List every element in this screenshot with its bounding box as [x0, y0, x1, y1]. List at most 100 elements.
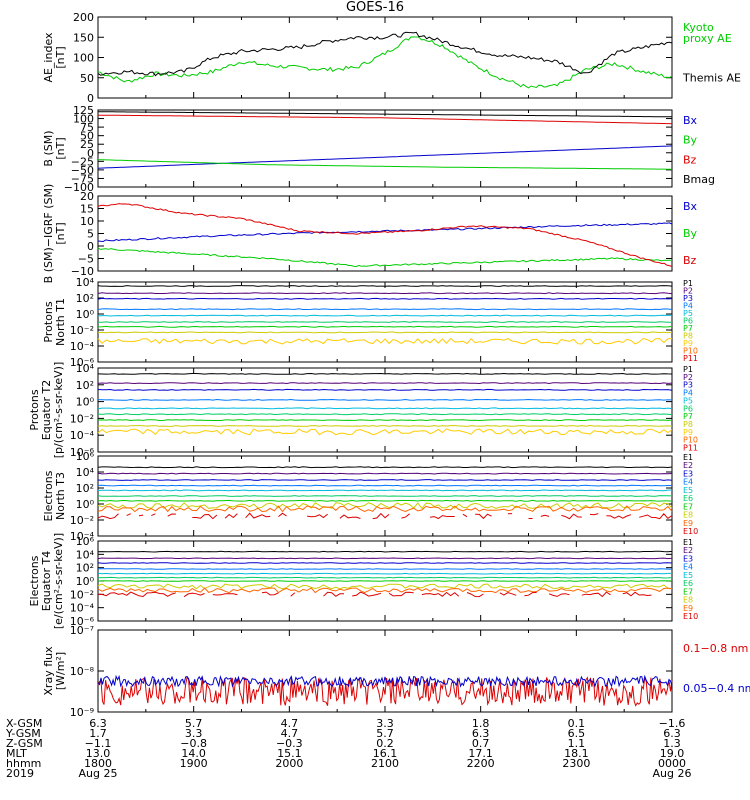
y-axis-label: [nT] [54, 137, 67, 159]
y-tick-label: −5 [78, 253, 94, 266]
ephemeris-row-label: X-GSM [6, 717, 42, 730]
ephemeris-value: 0000 [658, 757, 686, 770]
legend-entry: P3 [683, 381, 693, 390]
y-tick-label: 50 [80, 130, 94, 143]
panel-frame [97, 16, 673, 99]
ephemeris-value: −0.8 [180, 737, 207, 750]
series-line [97, 337, 673, 345]
ephemeris-value: 1.3 [663, 737, 681, 750]
y-tick-label: 10⁰ [76, 396, 95, 409]
series-line [97, 489, 673, 492]
y-tick-label: 10⁻⁴ [70, 429, 95, 442]
legend-entry: Bmag [683, 173, 715, 186]
legend-entry: P2 [683, 286, 693, 295]
series-line [97, 587, 673, 594]
series-line [97, 285, 673, 287]
series-line [97, 580, 673, 582]
y-tick-label: 125 [73, 104, 94, 117]
legend-entry: Bz [683, 254, 697, 267]
legend-entry: Bx [683, 200, 698, 213]
legend-entry: P9 [683, 339, 693, 348]
legend-entry: P10 [683, 346, 698, 355]
y-tick-label: −100 [64, 181, 94, 194]
y-tick-label: −75 [71, 172, 94, 185]
y-tick-label: 10⁻⁸ [70, 665, 95, 678]
legend-entry: P11 [683, 444, 698, 453]
series-line [97, 484, 672, 487]
panel-frame [97, 629, 673, 713]
y-tick-label: 10⁻⁹ [70, 706, 94, 719]
ephemeris-value: 15.1 [277, 747, 302, 760]
legend-entry: E2 [683, 546, 693, 555]
y-tick-label: 100 [73, 52, 94, 65]
y-tick-label: 10⁰ [76, 308, 95, 321]
ephemeris-value: 6.3 [89, 717, 107, 730]
y-axis-label: Protons [28, 389, 41, 430]
y-tick-label: 0 [87, 240, 94, 253]
series-line [97, 674, 673, 688]
series-line [97, 479, 673, 481]
series-line [97, 382, 673, 385]
y-tick-label: 10⁻⁶ [70, 446, 95, 459]
ephemeris-value: 5.7 [376, 727, 394, 740]
ephemeris-value: Aug 26 [653, 767, 692, 780]
series-line [97, 308, 673, 311]
ephemeris-value: −1.1 [85, 737, 112, 750]
ephemeris-value: 14.0 [181, 747, 206, 760]
legend-entry: E4 [683, 478, 693, 487]
y-tick-label: 200 [73, 11, 94, 24]
y-tick-label: 10 [80, 215, 94, 228]
y-tick-label: 10² [76, 379, 94, 392]
series-line [97, 159, 672, 170]
legend-entry: P4 [683, 301, 693, 310]
ephemeris-value: 4.7 [281, 727, 299, 740]
legend-entry: P4 [683, 389, 693, 398]
legend-entry: proxy AE [683, 32, 732, 45]
legend-entry: E7 [683, 502, 693, 511]
series-line [97, 557, 673, 560]
y-axis-label: North T1 [54, 298, 67, 346]
series-line [97, 331, 673, 334]
legend-entry: E8 [683, 596, 693, 605]
ephemeris-value: 3.3 [185, 727, 203, 740]
ephemeris-value: 16.1 [373, 747, 398, 760]
legend-entry: P11 [683, 354, 698, 363]
series-line [97, 568, 673, 570]
y-axis-label: Protons [42, 301, 55, 342]
ephemeris-value: 2300 [562, 757, 590, 770]
ephemeris-row-label: hhmm [6, 757, 41, 770]
legend-entry: P5 [683, 309, 693, 318]
ephemeris-value: −1.6 [659, 717, 686, 730]
legend-entry: P7 [683, 324, 693, 333]
series-line [97, 419, 673, 422]
ephemeris-value: −0.3 [276, 737, 303, 750]
ephemeris-value: 0.1 [568, 717, 586, 730]
y-tick-label: 15 [80, 203, 94, 216]
legend-entry: P8 [683, 331, 693, 340]
series-line [97, 388, 673, 391]
series-line [97, 505, 673, 513]
ephemeris-value: 2000 [275, 757, 303, 770]
y-axis-label: Equator T2 [40, 380, 53, 440]
series-line [97, 372, 673, 375]
y-tick-label: 10⁰ [76, 498, 95, 511]
ephemeris-value: 2100 [371, 757, 399, 770]
ephemeris-value: 19.0 [660, 747, 685, 760]
series-line [97, 512, 673, 520]
y-tick-label: −10 [71, 265, 94, 278]
legend-entry: By [683, 227, 698, 240]
legend-entry: E5 [683, 486, 693, 495]
ephemeris-value: 3.3 [376, 717, 394, 730]
legend-entry: E2 [683, 461, 693, 470]
ephemeris-value: 1800 [84, 757, 112, 770]
ephemeris-value: 1.8 [472, 717, 490, 730]
ephemeris-row-label: Z-GSM [6, 737, 43, 750]
legend-entry: P6 [683, 404, 693, 413]
legend-entry: E3 [683, 469, 693, 478]
y-axis-label: [e/(cm²-s-sr-keV)] [52, 533, 65, 629]
y-tick-label: 10⁴ [76, 362, 95, 375]
ephemeris-row-label: 2019 [6, 767, 34, 780]
legend-entry: E3 [683, 554, 693, 563]
legend-entry: Bz [683, 153, 697, 166]
y-tick-label: 10⁴ [76, 466, 95, 479]
